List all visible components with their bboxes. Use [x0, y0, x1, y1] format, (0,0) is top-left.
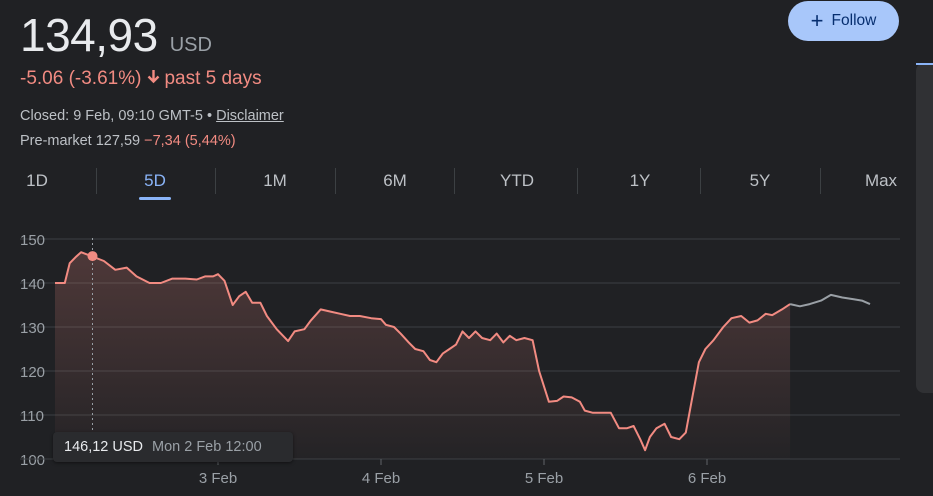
tooltip-price: 146,12 USD: [64, 439, 143, 455]
tab-divider: [577, 168, 578, 194]
y-tick-label: 140: [20, 276, 45, 293]
tab-1y[interactable]: 1Y: [629, 171, 651, 190]
plus-icon: +: [810, 8, 824, 33]
follow-button[interactable]: + Follow: [788, 1, 899, 41]
premarket-price: Pre-market 127,59: [20, 133, 141, 149]
closed-time: Closed: 9 Feb, 09:10 GMT-5 •: [20, 108, 213, 124]
tab-divider: [454, 168, 455, 194]
y-tick-label: 150: [20, 232, 45, 249]
y-tick-label: 120: [20, 364, 45, 381]
price-chart[interactable]: 100 110 120 130 140 150 3 Feb 4 Feb 5 Feb 6 Feb: [0, 220, 916, 496]
tab-1d[interactable]: 1D: [26, 171, 48, 190]
tab-divider: [820, 168, 821, 194]
x-tick-label: 6 Feb: [688, 470, 726, 487]
chart-tooltip: 146,12 USD Mon 2 Feb 12:00: [53, 432, 293, 462]
x-tick-label: 4 Feb: [362, 470, 400, 487]
change-period: past 5 days: [164, 68, 262, 89]
highlight-point: [87, 251, 98, 262]
price-area-fill: [55, 252, 791, 459]
tab-6m[interactable]: 6M: [383, 171, 407, 190]
x-tick-label: 3 Feb: [199, 470, 237, 487]
y-tick-label: 110: [20, 408, 44, 425]
current-price: 134,93: [20, 9, 158, 61]
tab-divider: [215, 168, 216, 194]
tab-max[interactable]: Max: [864, 171, 898, 190]
y-tick-label: 100: [20, 452, 45, 469]
follow-label: Follow: [831, 12, 877, 29]
arrow-down-icon: [147, 69, 160, 89]
price-line: [55, 251, 791, 452]
x-tick-label: 5 Feb: [525, 470, 563, 487]
tab-5y[interactable]: 5Y: [749, 171, 771, 190]
tab-divider: [335, 168, 336, 194]
side-panel-accent: [916, 63, 933, 65]
tab-divider: [700, 168, 701, 194]
y-tick-label: 130: [20, 320, 45, 337]
tab-divider: [96, 168, 97, 194]
tab-1m[interactable]: 1M: [263, 171, 287, 190]
tab-ytd[interactable]: YTD: [500, 171, 534, 190]
price-header: 134,93 USD: [20, 8, 212, 62]
price-change-row: -5.06 (-3.61%) past 5 days: [20, 68, 262, 90]
premarket-line: [789, 293, 871, 308]
tab-5d[interactable]: 5D: [130, 162, 180, 200]
currency-label: USD: [169, 34, 212, 56]
range-tabs: 1D 5D 1M 6M YTD 1Y 5Y Max: [0, 162, 916, 202]
side-panel-edge: [916, 63, 933, 393]
disclaimer-link[interactable]: Disclaimer: [216, 108, 284, 124]
tooltip-time: Mon 2 Feb 12:00: [152, 439, 262, 455]
price-change: -5.06 (-3.61%): [20, 68, 142, 89]
premarket-status: Pre-market 127,59 −7,34 (5,44%): [20, 133, 236, 149]
active-tab-indicator: [139, 197, 171, 200]
premarket-change: −7,34 (5,44%): [144, 133, 236, 149]
market-status: Closed: 9 Feb, 09:10 GMT-5 • Disclaimer: [20, 108, 284, 124]
